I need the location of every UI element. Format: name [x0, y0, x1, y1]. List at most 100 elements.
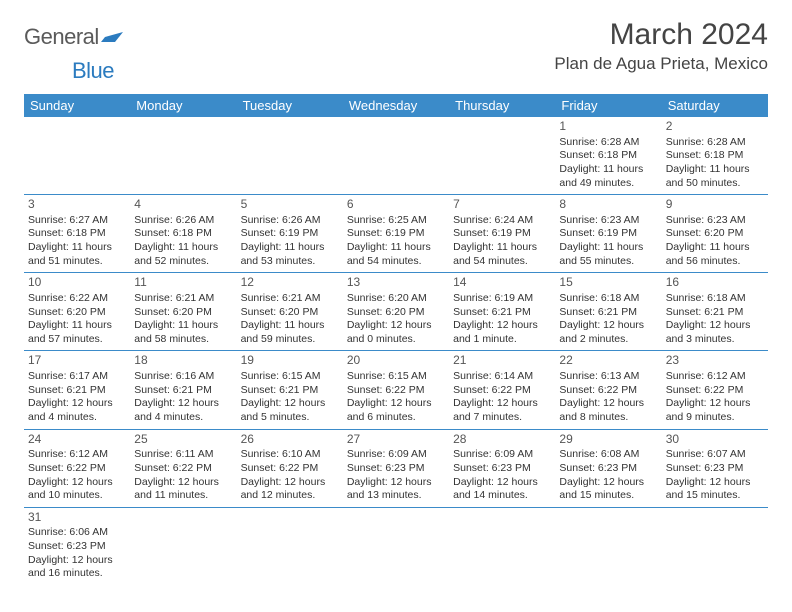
- sunset-line: Sunset: 6:22 PM: [241, 462, 339, 476]
- day-number: 14: [453, 275, 551, 291]
- day-header-cell: Friday: [555, 94, 661, 117]
- sunrise-line: Sunrise: 6:28 AM: [559, 136, 657, 150]
- day-number: 3: [28, 197, 126, 213]
- logo: General Blue: [24, 18, 123, 84]
- empty-cell: [449, 508, 555, 585]
- sunrise-line: Sunrise: 6:27 AM: [28, 214, 126, 228]
- sunset-line: Sunset: 6:21 PM: [28, 384, 126, 398]
- sunset-line: Sunset: 6:23 PM: [28, 540, 126, 554]
- sunset-line: Sunset: 6:21 PM: [453, 306, 551, 320]
- logo-text-1: General: [24, 24, 99, 49]
- daylight-line: Daylight: 11 hours and 56 minutes.: [666, 241, 764, 268]
- empty-cell: [130, 117, 236, 194]
- day-cell: 17Sunrise: 6:17 AMSunset: 6:21 PMDayligh…: [24, 351, 130, 428]
- daylight-line: Daylight: 11 hours and 57 minutes.: [28, 319, 126, 346]
- day-number: 8: [559, 197, 657, 213]
- sunrise-line: Sunrise: 6:12 AM: [28, 448, 126, 462]
- daylight-line: Daylight: 11 hours and 51 minutes.: [28, 241, 126, 268]
- sunrise-line: Sunrise: 6:15 AM: [347, 370, 445, 384]
- sunrise-line: Sunrise: 6:15 AM: [241, 370, 339, 384]
- sunrise-line: Sunrise: 6:21 AM: [241, 292, 339, 306]
- daylight-line: Daylight: 11 hours and 54 minutes.: [453, 241, 551, 268]
- day-cell: 5Sunrise: 6:26 AMSunset: 6:19 PMDaylight…: [237, 195, 343, 272]
- sunset-line: Sunset: 6:22 PM: [559, 384, 657, 398]
- day-cell: 9Sunrise: 6:23 AMSunset: 6:20 PMDaylight…: [662, 195, 768, 272]
- day-cell: 13Sunrise: 6:20 AMSunset: 6:20 PMDayligh…: [343, 273, 449, 350]
- daylight-line: Daylight: 11 hours and 52 minutes.: [134, 241, 232, 268]
- daylight-line: Daylight: 12 hours and 10 minutes.: [28, 476, 126, 503]
- sunset-line: Sunset: 6:20 PM: [28, 306, 126, 320]
- empty-cell: [449, 117, 555, 194]
- day-cell: 10Sunrise: 6:22 AMSunset: 6:20 PMDayligh…: [24, 273, 130, 350]
- sunset-line: Sunset: 6:23 PM: [453, 462, 551, 476]
- daylight-line: Daylight: 11 hours and 55 minutes.: [559, 241, 657, 268]
- daylight-line: Daylight: 11 hours and 49 minutes.: [559, 163, 657, 190]
- sunset-line: Sunset: 6:23 PM: [559, 462, 657, 476]
- sunrise-line: Sunrise: 6:09 AM: [453, 448, 551, 462]
- day-cell: 14Sunrise: 6:19 AMSunset: 6:21 PMDayligh…: [449, 273, 555, 350]
- sunrise-line: Sunrise: 6:14 AM: [453, 370, 551, 384]
- daylight-line: Daylight: 12 hours and 4 minutes.: [28, 397, 126, 424]
- sunset-line: Sunset: 6:19 PM: [453, 227, 551, 241]
- daylight-line: Daylight: 11 hours and 54 minutes.: [347, 241, 445, 268]
- day-number: 4: [134, 197, 232, 213]
- day-cell: 8Sunrise: 6:23 AMSunset: 6:19 PMDaylight…: [555, 195, 661, 272]
- day-number: 6: [347, 197, 445, 213]
- sunrise-line: Sunrise: 6:10 AM: [241, 448, 339, 462]
- day-number: 27: [347, 432, 445, 448]
- daylight-line: Daylight: 12 hours and 5 minutes.: [241, 397, 339, 424]
- sunrise-line: Sunrise: 6:12 AM: [666, 370, 764, 384]
- location: Plan de Agua Prieta, Mexico: [554, 54, 768, 74]
- sunrise-line: Sunrise: 6:21 AM: [134, 292, 232, 306]
- day-number: 7: [453, 197, 551, 213]
- day-header-row: SundayMondayTuesdayWednesdayThursdayFrid…: [24, 94, 768, 117]
- day-cell: 19Sunrise: 6:15 AMSunset: 6:21 PMDayligh…: [237, 351, 343, 428]
- day-number: 26: [241, 432, 339, 448]
- sunrise-line: Sunrise: 6:06 AM: [28, 526, 126, 540]
- sunrise-line: Sunrise: 6:26 AM: [241, 214, 339, 228]
- daylight-line: Daylight: 12 hours and 6 minutes.: [347, 397, 445, 424]
- daylight-line: Daylight: 12 hours and 1 minute.: [453, 319, 551, 346]
- empty-cell: [662, 508, 768, 585]
- calendar: SundayMondayTuesdayWednesdayThursdayFrid…: [24, 94, 768, 585]
- sunset-line: Sunset: 6:20 PM: [134, 306, 232, 320]
- sunset-line: Sunset: 6:19 PM: [347, 227, 445, 241]
- flag-icon: [101, 24, 123, 50]
- day-number: 11: [134, 275, 232, 291]
- sunrise-line: Sunrise: 6:11 AM: [134, 448, 232, 462]
- sunset-line: Sunset: 6:21 PM: [241, 384, 339, 398]
- sunrise-line: Sunrise: 6:19 AM: [453, 292, 551, 306]
- week-row: 3Sunrise: 6:27 AMSunset: 6:18 PMDaylight…: [24, 195, 768, 273]
- sunset-line: Sunset: 6:23 PM: [666, 462, 764, 476]
- day-number: 19: [241, 353, 339, 369]
- day-cell: 6Sunrise: 6:25 AMSunset: 6:19 PMDaylight…: [343, 195, 449, 272]
- sunset-line: Sunset: 6:22 PM: [453, 384, 551, 398]
- week-row: 17Sunrise: 6:17 AMSunset: 6:21 PMDayligh…: [24, 351, 768, 429]
- day-cell: 31Sunrise: 6:06 AMSunset: 6:23 PMDayligh…: [24, 508, 130, 585]
- sunrise-line: Sunrise: 6:28 AM: [666, 136, 764, 150]
- daylight-line: Daylight: 12 hours and 16 minutes.: [28, 554, 126, 581]
- sunset-line: Sunset: 6:18 PM: [666, 149, 764, 163]
- day-header-cell: Saturday: [662, 94, 768, 117]
- header: General Blue March 2024 Plan de Agua Pri…: [24, 18, 768, 84]
- day-cell: 24Sunrise: 6:12 AMSunset: 6:22 PMDayligh…: [24, 430, 130, 507]
- day-header-cell: Monday: [130, 94, 236, 117]
- day-number: 18: [134, 353, 232, 369]
- daylight-line: Daylight: 12 hours and 14 minutes.: [453, 476, 551, 503]
- sunset-line: Sunset: 6:22 PM: [347, 384, 445, 398]
- sunrise-line: Sunrise: 6:23 AM: [666, 214, 764, 228]
- day-number: 21: [453, 353, 551, 369]
- day-number: 13: [347, 275, 445, 291]
- daylight-line: Daylight: 12 hours and 9 minutes.: [666, 397, 764, 424]
- day-number: 16: [666, 275, 764, 291]
- daylight-line: Daylight: 12 hours and 8 minutes.: [559, 397, 657, 424]
- daylight-line: Daylight: 12 hours and 13 minutes.: [347, 476, 445, 503]
- day-number: 15: [559, 275, 657, 291]
- logo-text: General Blue: [24, 24, 123, 84]
- sunrise-line: Sunrise: 6:23 AM: [559, 214, 657, 228]
- day-number: 10: [28, 275, 126, 291]
- day-cell: 11Sunrise: 6:21 AMSunset: 6:20 PMDayligh…: [130, 273, 236, 350]
- daylight-line: Daylight: 12 hours and 3 minutes.: [666, 319, 764, 346]
- daylight-line: Daylight: 12 hours and 15 minutes.: [559, 476, 657, 503]
- day-number: 31: [28, 510, 126, 526]
